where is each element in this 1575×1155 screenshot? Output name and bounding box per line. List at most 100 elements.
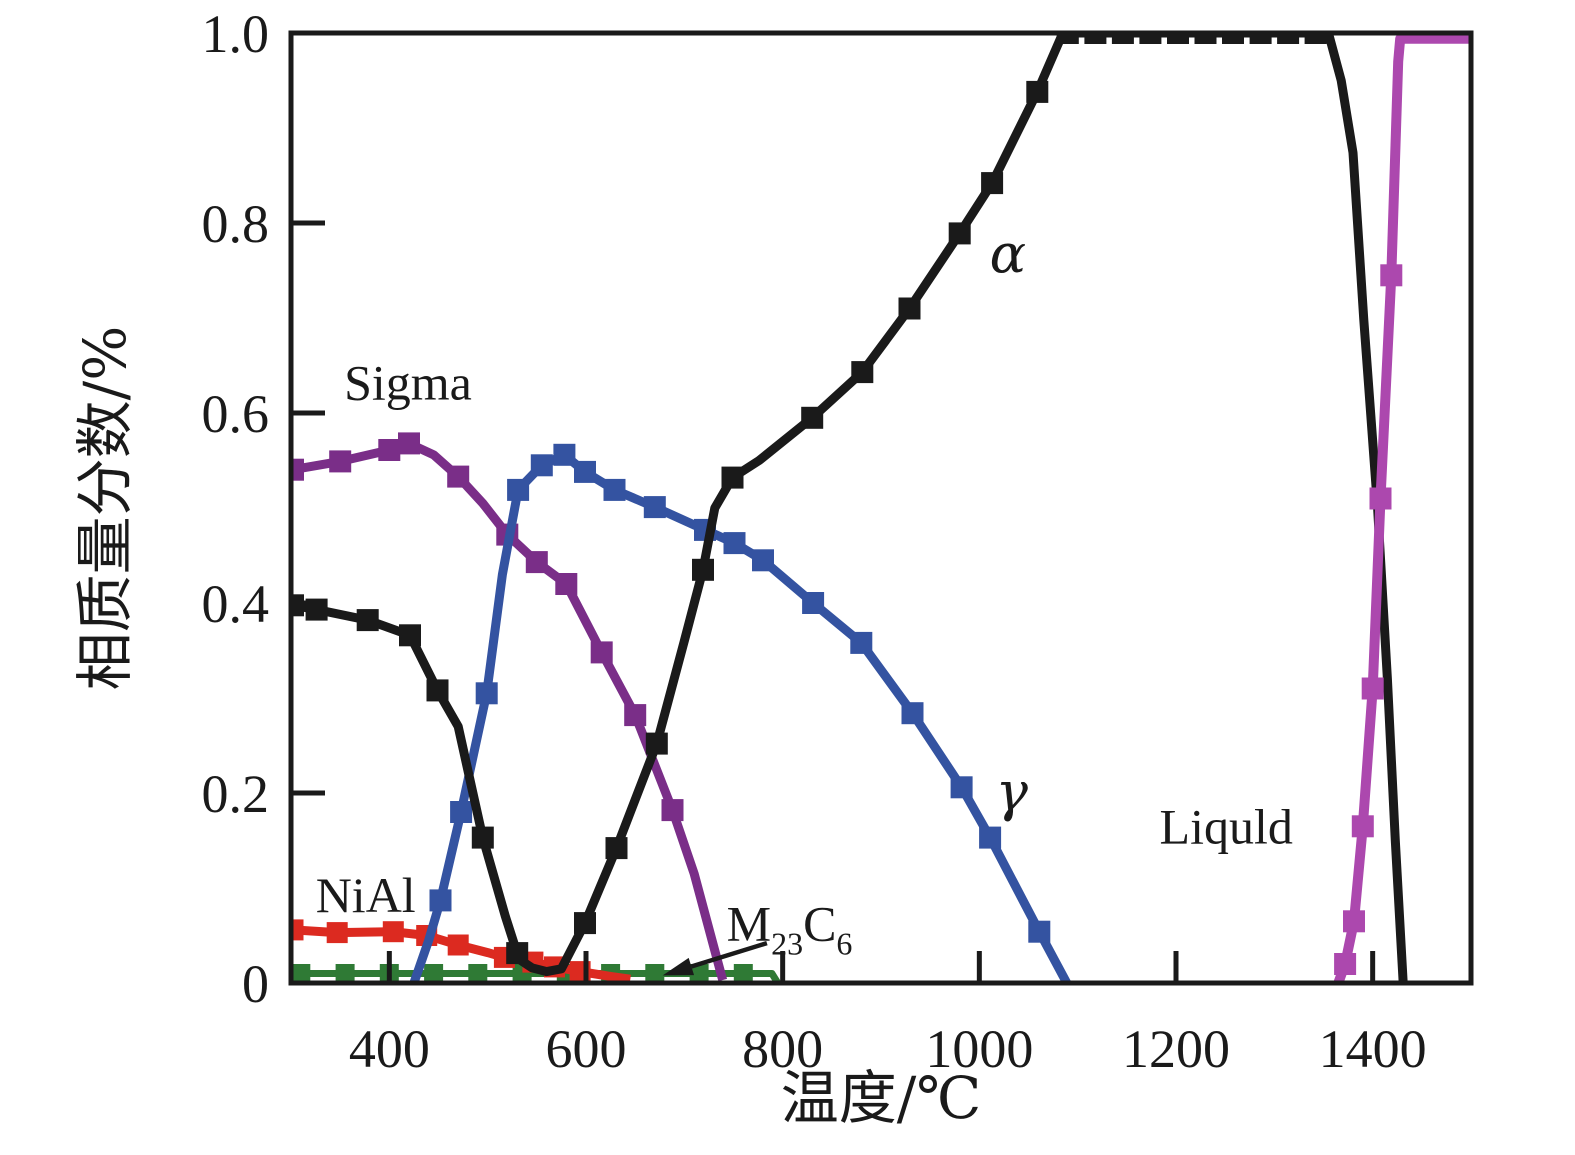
series-NiAl-marker xyxy=(382,921,404,943)
series-alpha-marker xyxy=(426,679,449,702)
series-Liquid-marker xyxy=(1351,815,1374,838)
y-tick-label: 0.8 xyxy=(202,194,270,254)
y-tick-label: 0.2 xyxy=(202,764,270,824)
series-alpha-marker xyxy=(801,406,824,429)
series-gamma-marker xyxy=(530,454,553,477)
arrowhead-icon xyxy=(662,957,695,976)
series-alpha-marker xyxy=(948,222,971,245)
series-alpha-marker xyxy=(1056,33,1079,44)
series-Sigma-marker xyxy=(291,458,304,481)
series-gamma-marker xyxy=(950,776,973,799)
y-tick-label: 1.0 xyxy=(202,4,270,64)
series-alpha-marker xyxy=(851,361,874,384)
series-Liquid-marker xyxy=(1343,910,1365,933)
series-gamma-marker xyxy=(643,496,666,519)
annotation-layer: Sigma NiAl α γ Liquld M23C6 xyxy=(316,222,1293,976)
series-Sigma-marker xyxy=(661,799,684,822)
series-alpha-marker xyxy=(1222,33,1244,44)
m23c6-arrow xyxy=(662,940,768,976)
series-Sigma-marker xyxy=(555,573,578,595)
x-tick-label: 600 xyxy=(546,1019,627,1079)
series-M23C6-marker xyxy=(468,964,488,983)
series-alpha-marker xyxy=(1139,33,1162,44)
series-M23C6-marker xyxy=(335,964,355,983)
series-Liquid xyxy=(1333,33,1471,983)
series-NiAl-marker xyxy=(447,934,469,956)
series-alpha-marker xyxy=(1111,33,1134,44)
series-gamma-marker xyxy=(850,631,873,654)
x-axis-title: 温度/℃ xyxy=(781,1064,981,1132)
series-Sigma-marker xyxy=(398,432,420,455)
series-gamma-marker xyxy=(802,592,825,614)
series-Sigma-marker xyxy=(378,439,401,461)
series-Liquid-marker xyxy=(1380,264,1403,287)
gamma-label: γ xyxy=(996,760,1029,823)
series-alpha-marker xyxy=(1277,33,1300,44)
x-tick-label: 1200 xyxy=(1122,1019,1230,1079)
alpha-label: α xyxy=(990,222,1026,285)
series-M23C6-line xyxy=(291,970,781,983)
series-alpha-marker xyxy=(645,732,668,755)
series-layer xyxy=(291,33,1471,983)
nial-label: NiAl xyxy=(316,867,416,923)
series-Liquid-marker xyxy=(1361,677,1384,700)
y-tick-label: 0 xyxy=(242,954,269,1014)
x-tick-label: 1000 xyxy=(925,1019,1033,1079)
series-gamma-marker xyxy=(450,801,473,823)
series-gamma-marker xyxy=(429,889,452,912)
series-alpha-marker xyxy=(574,912,596,935)
series-alpha-marker xyxy=(692,558,714,581)
series-gamma-marker xyxy=(603,478,626,501)
series-M23C6 xyxy=(291,964,781,983)
series-gamma-marker xyxy=(979,826,1002,849)
series-alpha-marker xyxy=(1304,33,1327,44)
plot-frame xyxy=(288,30,1474,986)
series-alpha-marker xyxy=(1167,33,1189,44)
y-tick-label: 0.4 xyxy=(202,574,270,634)
series-M23C6-marker xyxy=(689,964,709,983)
series-alpha-marker xyxy=(898,297,921,320)
series-NiAl-marker xyxy=(291,919,304,941)
y-tick-label: 0.6 xyxy=(202,384,270,444)
series-alpha-marker xyxy=(506,942,529,965)
y-axis-title: 相质量分数/% xyxy=(71,326,139,691)
series-alpha-marker xyxy=(399,624,421,647)
liquid-label: Liquld xyxy=(1160,798,1293,854)
series-alpha-marker xyxy=(721,466,744,489)
series-gamma-marker xyxy=(507,478,530,501)
series-gamma-marker xyxy=(723,532,746,555)
series-alpha-marker xyxy=(356,609,379,632)
series-M23C6-marker xyxy=(424,964,444,983)
series-M23C6-marker xyxy=(645,964,665,983)
series-Sigma-marker xyxy=(624,704,647,727)
series-Liquid-line xyxy=(1333,33,1471,983)
series-Sigma-marker xyxy=(329,450,352,473)
series-alpha-line xyxy=(291,33,1408,983)
axes-layer: 400 600 800 1000 1200 1400 0 0.2 0.4 0.6 0.8 1.0 温度/… xyxy=(71,4,1427,1132)
series-M23C6-marker xyxy=(291,964,311,983)
series-M23C6-marker xyxy=(733,964,753,983)
x-tick-label: 400 xyxy=(349,1019,430,1079)
series-Sigma-marker xyxy=(590,641,613,664)
x-tick-label: 800 xyxy=(742,1019,823,1079)
series-Liquid-marker xyxy=(1334,953,1357,975)
series-alpha-marker xyxy=(1194,33,1217,44)
series-alpha-marker xyxy=(1026,80,1049,103)
series-alpha-marker xyxy=(471,826,494,849)
series-gamma-marker xyxy=(1028,920,1051,943)
m23c6-label: M23C6 xyxy=(727,895,853,961)
series-alpha-marker xyxy=(1084,33,1107,44)
series-gamma-line xyxy=(409,450,1071,983)
series-alpha-marker xyxy=(1249,33,1272,44)
series-Liquid-marker xyxy=(1369,487,1392,510)
series-gamma-marker xyxy=(752,549,774,572)
x-tick-label: 1400 xyxy=(1319,1019,1427,1079)
series-Sigma-marker xyxy=(447,465,470,488)
series-NiAl-marker xyxy=(326,922,348,944)
sigma-label: Sigma xyxy=(344,355,472,411)
series-gamma-marker xyxy=(475,682,498,705)
series-alpha-marker xyxy=(981,172,1004,195)
series-gamma-marker xyxy=(574,460,596,483)
